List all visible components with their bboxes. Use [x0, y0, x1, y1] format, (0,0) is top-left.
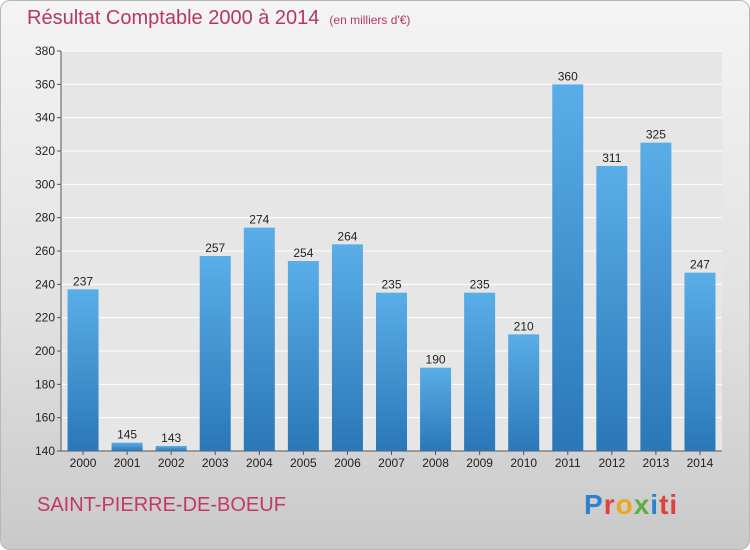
- x-tick-label: 2003: [202, 456, 229, 470]
- x-tick-label: 2010: [510, 456, 537, 470]
- city-name: SAINT-PIERRE-DE-BOEUF: [37, 494, 286, 516]
- logo-letter: o: [615, 489, 634, 520]
- y-tick-label: 240: [35, 277, 55, 291]
- bar: [331, 244, 363, 451]
- bar-value-label: 235: [470, 278, 490, 292]
- bar-value-label: 325: [646, 128, 666, 142]
- chart-title: Résultat Comptable 2000 à 2014 (en millie…: [27, 7, 410, 30]
- x-tick-label: 2007: [378, 456, 405, 470]
- y-tick-label: 260: [35, 244, 55, 258]
- x-tick-label: 2014: [687, 456, 714, 470]
- x-tick-label: 2006: [334, 456, 361, 470]
- bar: [684, 272, 716, 451]
- bar: [596, 166, 628, 451]
- bar: [199, 256, 231, 451]
- bar-value-label: 274: [249, 213, 269, 227]
- bar-value-label: 264: [337, 229, 357, 243]
- bar: [640, 142, 672, 451]
- bar: [111, 442, 143, 451]
- y-tick-label: 360: [35, 77, 55, 91]
- bar-value-label: 311: [602, 151, 621, 165]
- bar-value-label: 237: [73, 274, 93, 288]
- logo-letter: ti: [659, 489, 679, 520]
- chart-title-text: Résultat Comptable 2000 à 2014: [27, 7, 320, 29]
- bar-value-label: 190: [426, 353, 446, 367]
- x-tick-label: 2013: [643, 456, 670, 470]
- bar: [155, 446, 187, 451]
- bar: [243, 227, 275, 451]
- x-tick-label: 2004: [246, 456, 273, 470]
- y-tick-label: 160: [35, 411, 55, 425]
- x-tick-label: 2001: [114, 456, 141, 470]
- logo-letter: P: [584, 489, 604, 520]
- x-tick-label: 2002: [158, 456, 185, 470]
- logo-letter: i: [650, 489, 660, 520]
- chart-subtitle: (en milliers d'€): [329, 13, 411, 27]
- y-tick-label: 140: [35, 444, 55, 458]
- x-tick-label: 2000: [70, 456, 97, 470]
- bar: [376, 292, 407, 451]
- bar: [508, 334, 540, 451]
- bar-value-label: 235: [381, 278, 401, 292]
- y-tick-label: 300: [35, 177, 55, 191]
- bar-value-label: 360: [558, 69, 578, 83]
- proxiti-logo: Proxiti: [584, 489, 678, 521]
- logo-letter: x: [633, 489, 651, 520]
- bar: [420, 367, 452, 451]
- x-tick-label: 2012: [598, 456, 625, 470]
- y-tick-label: 200: [35, 344, 55, 358]
- x-tick-label: 2009: [466, 456, 493, 470]
- y-tick-label: 340: [35, 111, 55, 125]
- logo-letter: r: [603, 489, 616, 520]
- y-tick-label: 220: [35, 311, 55, 325]
- x-tick-label: 2011: [555, 456, 581, 470]
- y-tick-label: 180: [35, 377, 55, 391]
- bar: [552, 84, 584, 451]
- bar-value-label: 257: [205, 241, 225, 255]
- bar-value-label: 254: [293, 246, 313, 260]
- x-tick-label: 2008: [422, 456, 449, 470]
- bar-value-label: 145: [117, 428, 137, 442]
- y-tick-label: 380: [35, 44, 55, 58]
- x-tick-label: 2005: [290, 456, 317, 470]
- bar-value-label: 143: [161, 431, 181, 445]
- bar-value-label: 210: [514, 319, 534, 333]
- bar: [464, 292, 496, 451]
- y-tick-label: 320: [35, 144, 55, 158]
- y-tick-label: 280: [35, 211, 55, 225]
- bar: [287, 261, 319, 451]
- bar-value-label: 247: [690, 258, 710, 272]
- bar: [67, 289, 99, 451]
